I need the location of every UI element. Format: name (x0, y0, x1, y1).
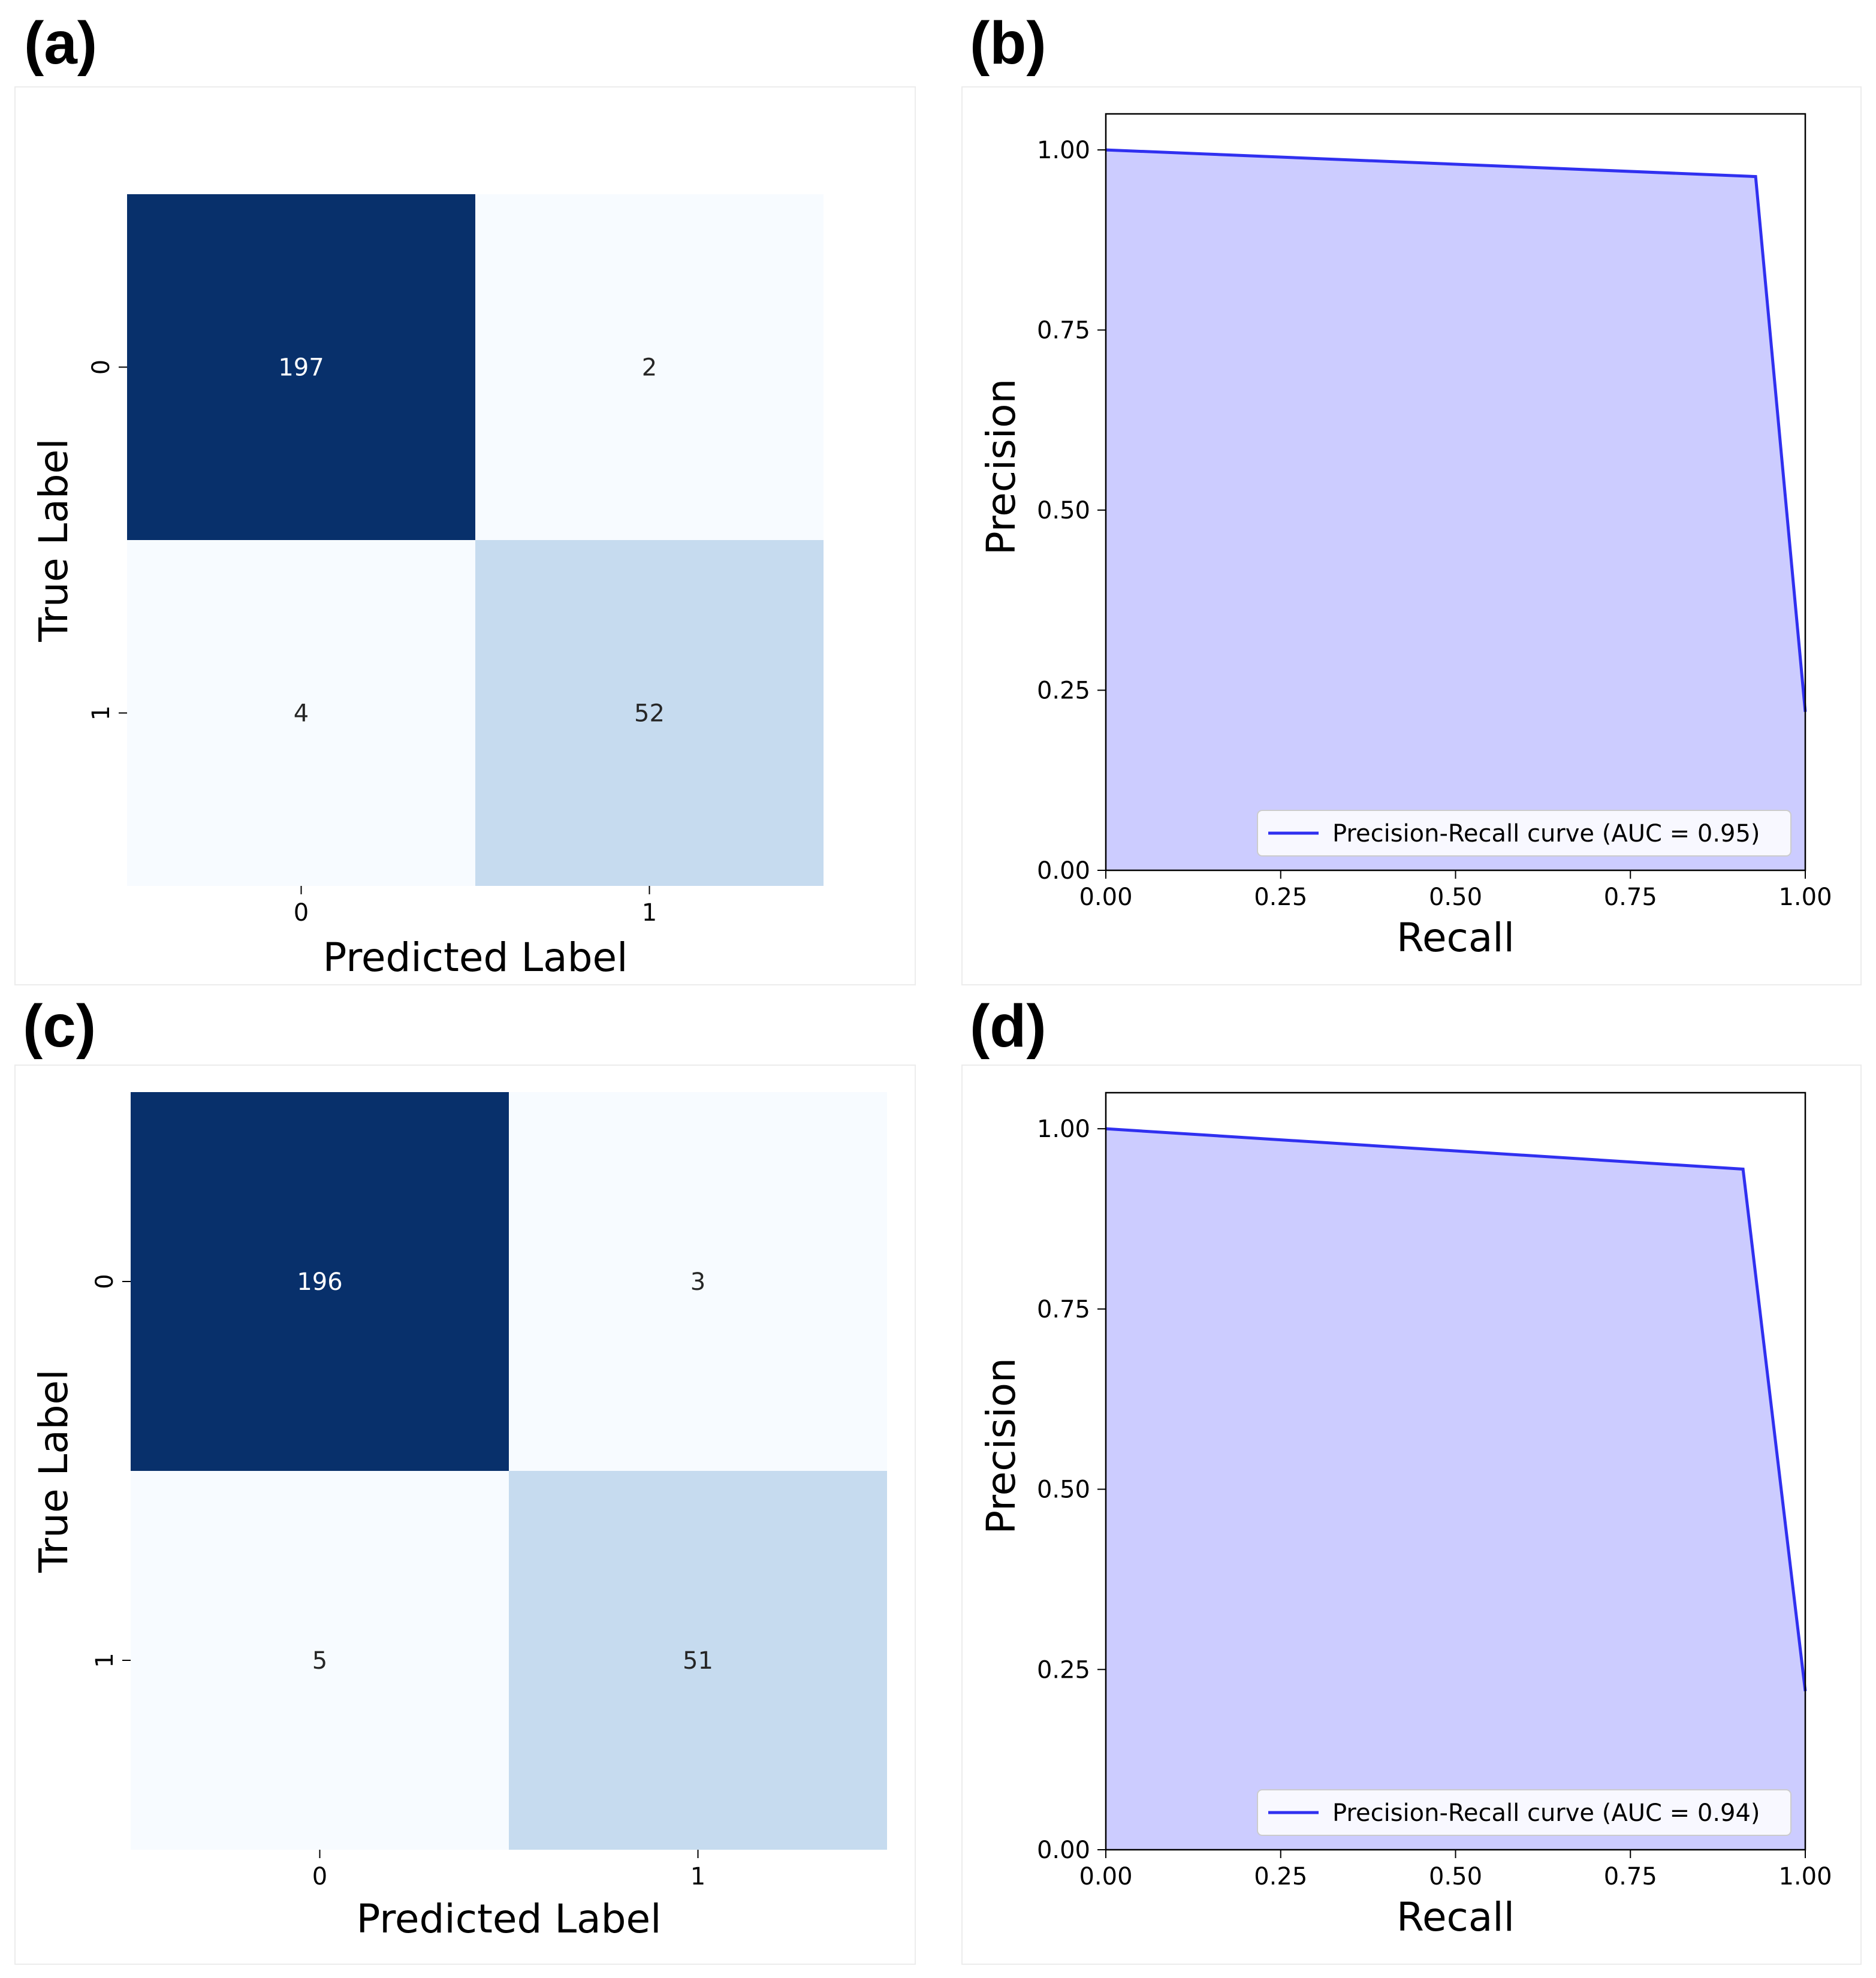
panel-label-d: (d) (970, 993, 1046, 1060)
panel-label-b: (b) (970, 10, 1046, 77)
panel-frame-d (961, 1065, 1862, 1965)
panel-label-a: (a) (24, 10, 98, 77)
panel-frame-a (14, 86, 916, 985)
panel-frame-c (14, 1065, 916, 1965)
panel-frame-b (961, 86, 1862, 985)
panel-label-c: (c) (23, 993, 96, 1060)
